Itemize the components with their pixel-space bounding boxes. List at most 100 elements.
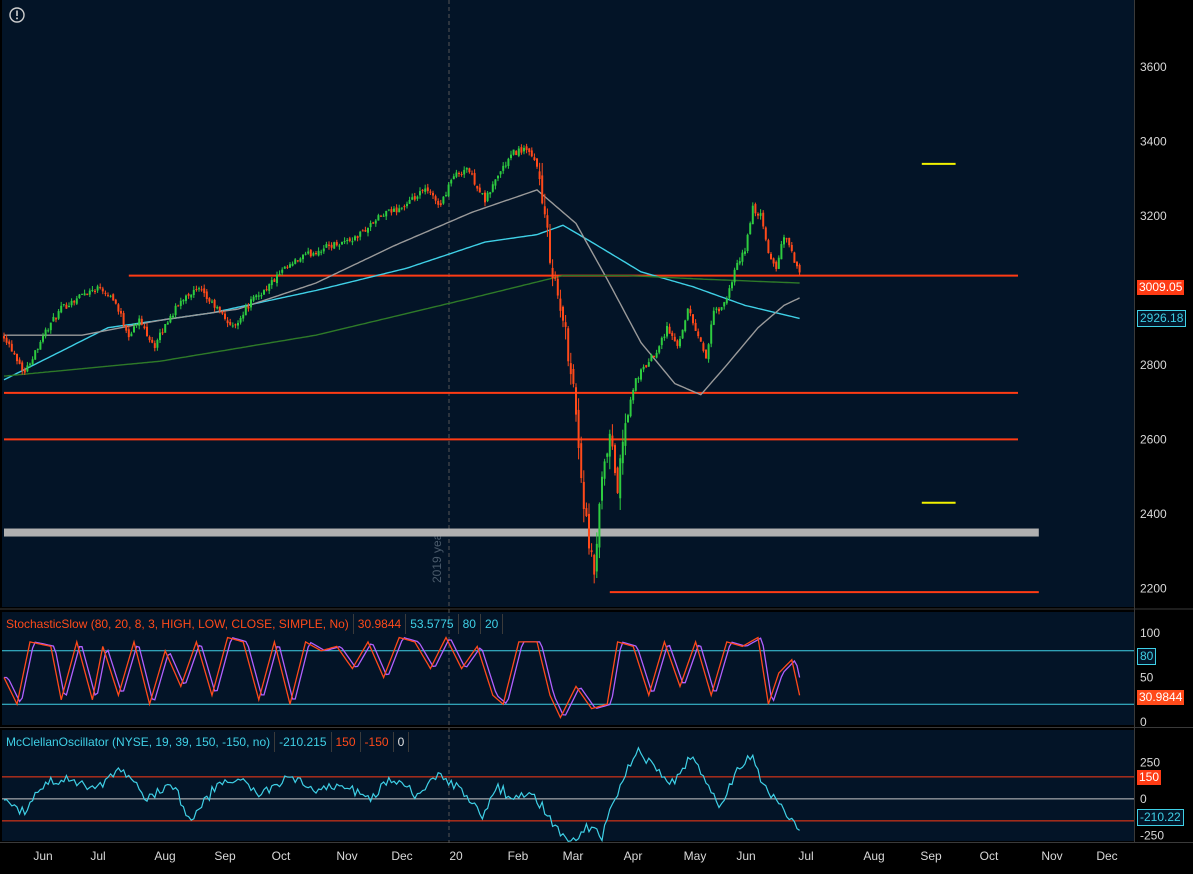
candle-down bbox=[585, 508, 588, 516]
candle-up bbox=[601, 476, 603, 501]
candle-up bbox=[377, 215, 380, 221]
mcclellan-upper-level: 150 bbox=[332, 732, 361, 752]
mcclellan-upper-tag: 150 bbox=[1137, 770, 1162, 785]
price-axis-label: 2200 bbox=[1140, 581, 1167, 595]
candle-down bbox=[309, 249, 312, 257]
candle-up bbox=[455, 172, 458, 177]
candle-up bbox=[679, 338, 681, 347]
candle-up bbox=[281, 269, 284, 273]
price-axis-label: 3200 bbox=[1140, 209, 1167, 223]
candle-up bbox=[367, 227, 369, 233]
candle-up bbox=[216, 307, 219, 309]
candle-up bbox=[62, 304, 65, 306]
time-axis-label: Oct bbox=[980, 849, 999, 863]
candle-down bbox=[549, 229, 551, 263]
candle-up bbox=[169, 315, 172, 323]
mcclellan-axis-label: 250 bbox=[1140, 755, 1160, 769]
candle-up bbox=[244, 306, 247, 316]
candle-up bbox=[78, 294, 81, 299]
candle-up bbox=[647, 362, 650, 367]
time-axis-label: Dec bbox=[1096, 849, 1117, 863]
candle-up bbox=[777, 257, 780, 269]
mcclellan-value-tag: -210.22 bbox=[1137, 809, 1184, 826]
mcclellan-panel[interactable] bbox=[2, 730, 1134, 841]
candle-down bbox=[328, 244, 330, 246]
candle-down bbox=[551, 267, 554, 279]
candle-down bbox=[478, 187, 481, 193]
candle-down bbox=[705, 349, 707, 359]
candle-up bbox=[96, 286, 99, 291]
candle-up bbox=[385, 211, 388, 217]
candle-down bbox=[218, 306, 221, 311]
candle-up bbox=[343, 241, 346, 243]
candle-up bbox=[278, 273, 281, 275]
stochastic-d-line bbox=[4, 637, 801, 716]
time-axis-label: Jul bbox=[798, 849, 813, 863]
candle-up bbox=[494, 179, 497, 186]
candle-down bbox=[372, 222, 375, 224]
candle-up bbox=[393, 208, 395, 212]
candle-up bbox=[283, 266, 286, 269]
candle-down bbox=[380, 215, 382, 217]
mcclellan-lower-level: -150 bbox=[361, 732, 394, 752]
candle-up bbox=[463, 169, 466, 175]
stochastic-axis-label: 50 bbox=[1140, 671, 1154, 685]
candle-down bbox=[140, 318, 143, 325]
candle-down bbox=[575, 387, 577, 415]
candle-up bbox=[447, 184, 450, 197]
candle-down bbox=[247, 306, 250, 309]
candle-up bbox=[70, 300, 73, 306]
candle-up bbox=[88, 290, 91, 295]
candle-down bbox=[177, 305, 180, 307]
year-separator-label: 2019 year bbox=[430, 530, 444, 583]
candle-down bbox=[484, 192, 486, 203]
price-panel[interactable] bbox=[2, 0, 1134, 607]
candle-up bbox=[276, 274, 278, 284]
candle-up bbox=[452, 176, 455, 180]
candle-down bbox=[153, 343, 156, 349]
candle-down bbox=[203, 288, 206, 294]
candle-up bbox=[489, 192, 492, 195]
candle-up bbox=[75, 298, 78, 304]
candle-up bbox=[720, 307, 723, 310]
candle-down bbox=[146, 326, 148, 337]
candle-down bbox=[21, 362, 24, 371]
mcclellan-line bbox=[3, 746, 800, 843]
candle-up bbox=[382, 215, 385, 217]
time-axis-label: Jun bbox=[33, 849, 52, 863]
time-axis-label: Aug bbox=[863, 849, 884, 863]
candle-up bbox=[231, 325, 234, 327]
candle-down bbox=[762, 212, 765, 227]
candle-down bbox=[536, 158, 538, 167]
candle-down bbox=[611, 435, 614, 447]
candle-down bbox=[200, 289, 203, 291]
candle-up bbox=[733, 269, 736, 283]
candle-down bbox=[413, 196, 416, 200]
candle-down bbox=[439, 203, 442, 206]
candle-down bbox=[117, 304, 120, 312]
candle-up bbox=[109, 295, 112, 297]
candle-up bbox=[621, 441, 624, 464]
candle-up bbox=[338, 245, 341, 247]
candle-up bbox=[242, 314, 245, 319]
mcclellan-study-name[interactable]: McClellanOscillator (NYSE, 19, 39, 150, … bbox=[2, 732, 276, 752]
candle-up bbox=[681, 329, 684, 339]
candle-down bbox=[788, 237, 791, 246]
candle-down bbox=[796, 261, 798, 267]
candle-up bbox=[710, 324, 713, 344]
candle-up bbox=[325, 244, 328, 248]
candle-up bbox=[450, 180, 453, 184]
candle-up bbox=[36, 348, 39, 350]
stochastic-axis-label: 100 bbox=[1140, 626, 1160, 640]
candle-down bbox=[127, 329, 130, 338]
stochastic-study-name[interactable]: StochasticSlow (80, 20, 8, 3, HIGH, LOW,… bbox=[2, 614, 354, 634]
candle-down bbox=[3, 336, 5, 339]
candle-up bbox=[442, 196, 445, 204]
candle-down bbox=[458, 172, 460, 174]
candle-up bbox=[686, 308, 689, 320]
info-circle-icon[interactable] bbox=[9, 7, 25, 23]
candle-up bbox=[411, 197, 414, 200]
time-axis-label: Feb bbox=[508, 849, 529, 863]
